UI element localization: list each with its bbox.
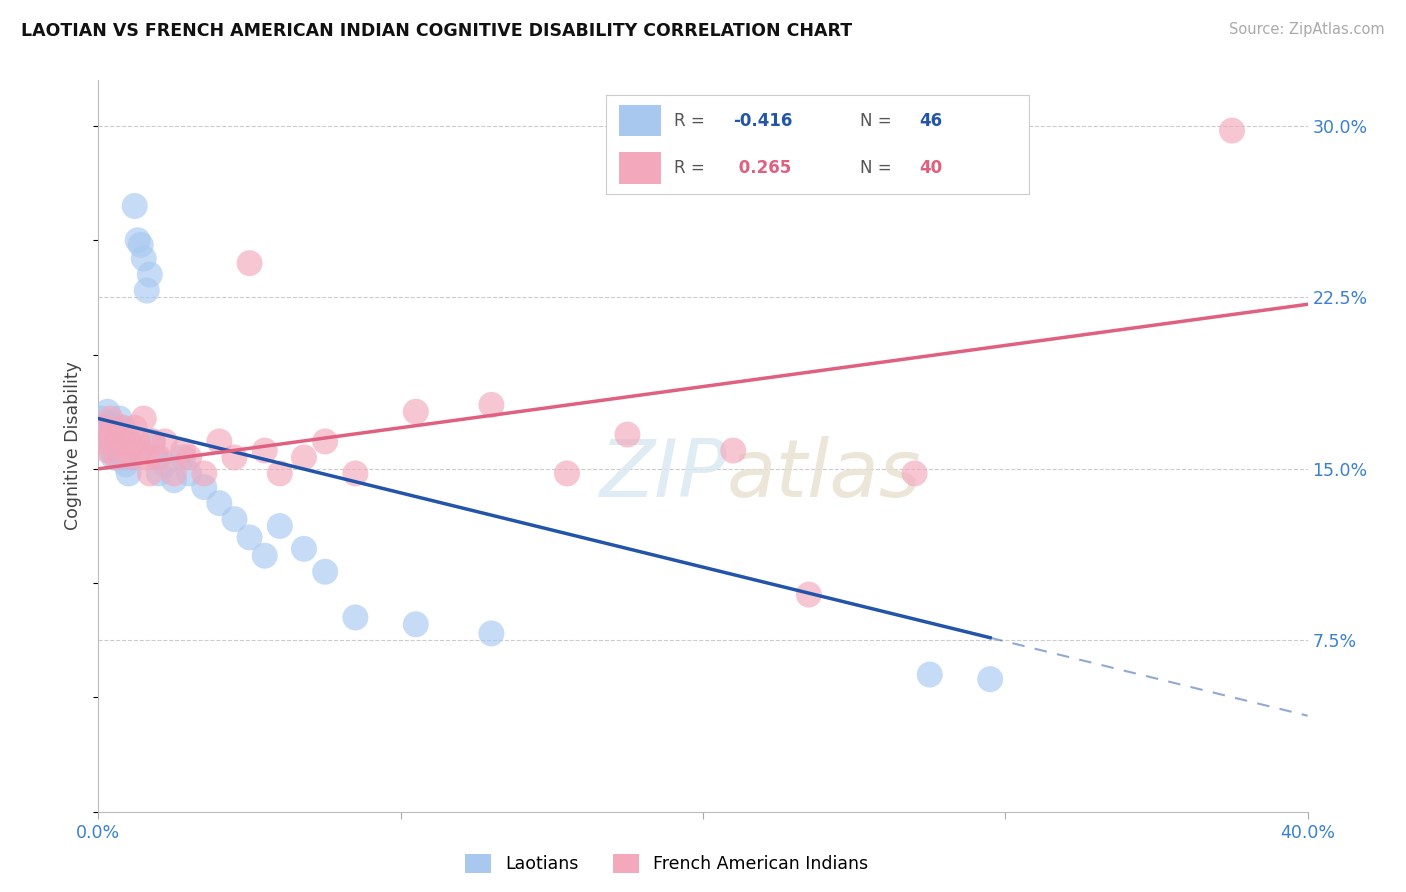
Point <box>481 626 503 640</box>
Point <box>172 450 194 465</box>
Point <box>153 458 176 472</box>
Point <box>269 467 291 481</box>
Point <box>132 252 155 266</box>
Point <box>111 434 134 449</box>
Point <box>172 443 194 458</box>
Point <box>239 530 262 544</box>
Point <box>208 434 231 449</box>
Y-axis label: Cognitive Disability: Cognitive Disability <box>65 361 83 531</box>
Point <box>405 405 427 419</box>
Point <box>979 672 1001 686</box>
Point <box>100 411 122 425</box>
Point <box>103 450 125 465</box>
Point <box>314 434 336 449</box>
Point <box>100 416 122 430</box>
Point <box>103 427 125 442</box>
Point <box>163 473 186 487</box>
Point <box>105 427 128 442</box>
Point <box>918 667 941 681</box>
Point <box>93 434 115 449</box>
Text: atlas: atlas <box>727 436 922 515</box>
Point <box>153 434 176 449</box>
Point <box>105 439 128 453</box>
Point <box>114 458 136 472</box>
Point <box>292 450 315 465</box>
Point <box>127 233 149 247</box>
Point <box>118 434 141 449</box>
Point <box>111 420 134 434</box>
Point <box>224 450 246 465</box>
Point <box>108 411 131 425</box>
Point <box>93 420 115 434</box>
Point <box>723 443 745 458</box>
Point <box>148 450 170 465</box>
Point <box>1220 123 1243 137</box>
Point <box>616 427 638 442</box>
Point <box>142 434 165 449</box>
Point <box>90 434 112 449</box>
Point <box>121 450 143 465</box>
Point <box>253 443 276 458</box>
Text: ZIP: ZIP <box>600 436 727 515</box>
Point <box>96 427 118 442</box>
Point <box>139 268 162 282</box>
Point <box>114 443 136 458</box>
Point <box>208 496 231 510</box>
Point <box>481 398 503 412</box>
Point <box>239 256 262 270</box>
Point <box>124 199 146 213</box>
Point <box>148 467 170 481</box>
Point <box>96 443 118 458</box>
Point <box>193 480 215 494</box>
Text: Source: ZipAtlas.com: Source: ZipAtlas.com <box>1229 22 1385 37</box>
Point <box>129 443 152 458</box>
Point <box>127 434 149 449</box>
Point <box>129 238 152 252</box>
Legend: Laotians, French American Indians: Laotians, French American Indians <box>458 847 875 880</box>
Point <box>124 420 146 434</box>
Point <box>96 405 118 419</box>
Point <box>179 450 201 465</box>
Point <box>135 450 157 465</box>
Point <box>269 519 291 533</box>
Text: LAOTIAN VS FRENCH AMERICAN INDIAN COGNITIVE DISABILITY CORRELATION CHART: LAOTIAN VS FRENCH AMERICAN INDIAN COGNIT… <box>21 22 852 40</box>
Point <box>555 467 578 481</box>
Point <box>118 467 141 481</box>
Point <box>90 411 112 425</box>
Point <box>193 467 215 481</box>
Point <box>253 549 276 563</box>
Point <box>105 450 128 465</box>
Point <box>142 434 165 449</box>
Point <box>904 467 927 481</box>
Point <box>145 450 167 465</box>
Point <box>108 434 131 449</box>
Point <box>100 443 122 458</box>
Point <box>118 434 141 449</box>
Point <box>344 610 367 624</box>
Point <box>797 588 820 602</box>
Point <box>93 420 115 434</box>
Point <box>179 467 201 481</box>
Point <box>314 565 336 579</box>
Point <box>135 284 157 298</box>
Point <box>224 512 246 526</box>
Point <box>163 467 186 481</box>
Point <box>139 467 162 481</box>
Point <box>121 450 143 465</box>
Point <box>132 411 155 425</box>
Point <box>292 541 315 556</box>
Point <box>103 420 125 434</box>
Point <box>405 617 427 632</box>
Point <box>344 467 367 481</box>
Point <box>111 420 134 434</box>
Point <box>114 443 136 458</box>
Point <box>108 450 131 465</box>
